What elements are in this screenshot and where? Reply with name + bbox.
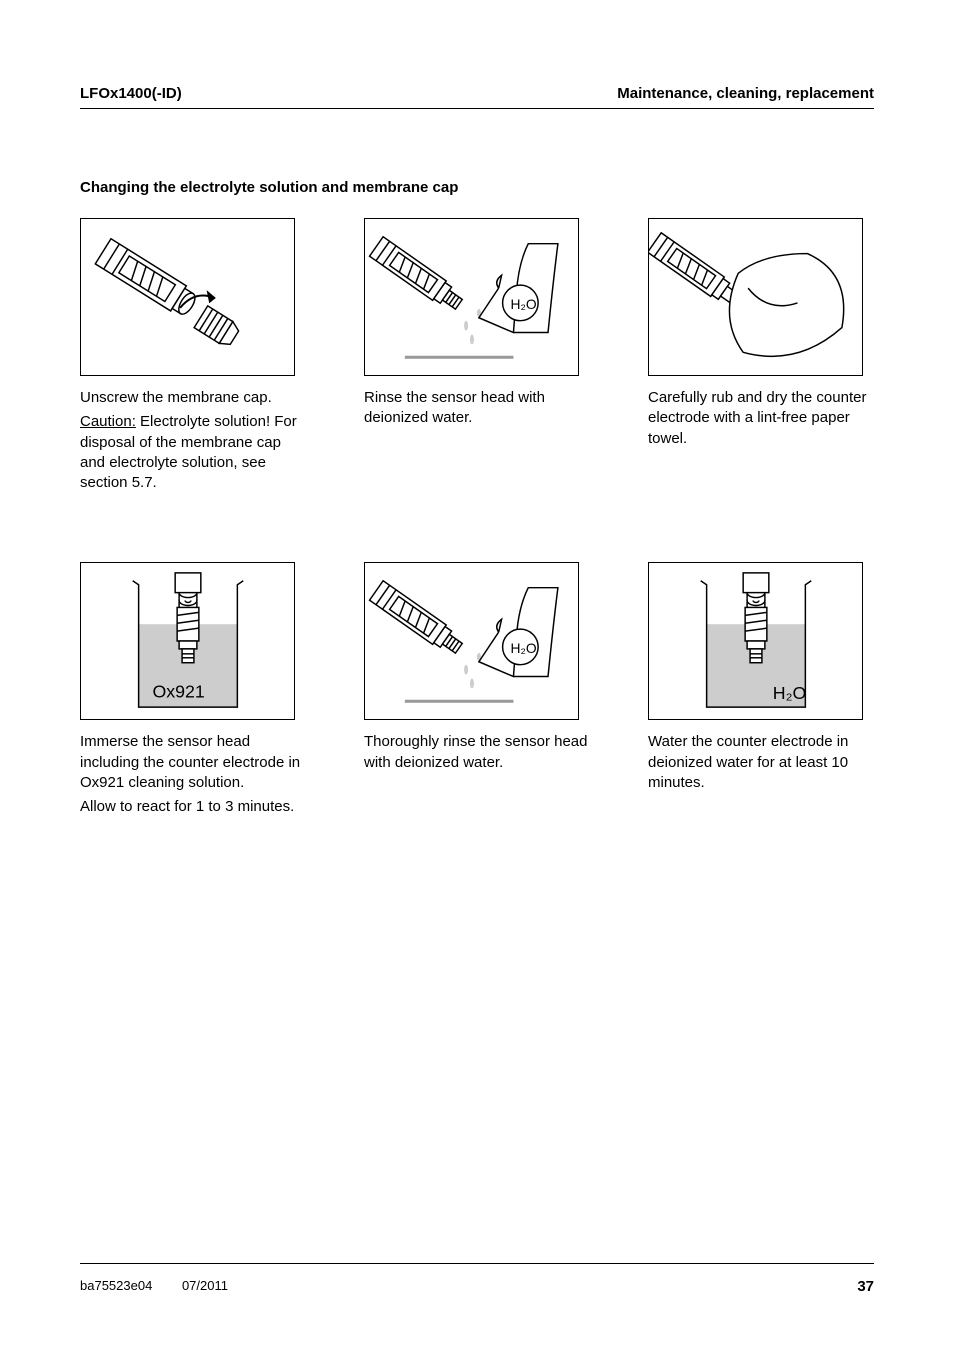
caption-4: Immerse the sensor head including the co… bbox=[80, 732, 306, 817]
step-6: H₂O Water the counter electrode in deion… bbox=[648, 562, 874, 821]
step-3: Carefully rub and dry the counter electr… bbox=[648, 218, 874, 497]
page-footer: ba75523e04 07/2011 37 bbox=[80, 1263, 874, 1295]
svg-text:H₂O: H₂O bbox=[511, 640, 537, 656]
caption-6: Water the counter electrode in deionized… bbox=[648, 732, 874, 793]
caption-1: Unscrew the membrane cap. Caution: Elect… bbox=[80, 388, 306, 493]
header-right: Maintenance, cleaning, replacement bbox=[617, 85, 874, 102]
step-5: H₂O Thoroughly rinse the sensor head wit… bbox=[364, 562, 590, 821]
doc-id: ba75523e04 bbox=[80, 1278, 152, 1293]
caution-label: Caution: bbox=[80, 413, 136, 430]
doc-date: 07/2011 bbox=[182, 1278, 228, 1293]
footer-left: ba75523e04 07/2011 bbox=[80, 1278, 254, 1295]
step-1: Unscrew the membrane cap. Caution: Elect… bbox=[80, 218, 306, 497]
caption-4-extra: Allow to react for 1 to 3 minutes. bbox=[80, 797, 306, 817]
svg-text:H₂O: H₂O bbox=[773, 684, 807, 704]
caption-2: Rinse the sensor head with deionized wat… bbox=[364, 388, 590, 429]
caption-5-main: Thoroughly rinse the sensor head with de… bbox=[364, 732, 590, 773]
figure-rinse-1: H₂O bbox=[364, 218, 579, 376]
figure-immerse-h2o: H₂O bbox=[648, 562, 863, 720]
steps-grid: Unscrew the membrane cap. Caution: Elect… bbox=[80, 218, 874, 821]
figure-rinse-2: H₂O bbox=[364, 562, 579, 720]
caption-3-main: Carefully rub and dry the counter electr… bbox=[648, 388, 874, 449]
caption-4-main: Immerse the sensor head including the co… bbox=[80, 732, 306, 793]
caption-2-main: Rinse the sensor head with deionized wat… bbox=[364, 388, 590, 429]
caption-6-main: Water the counter electrode in deionized… bbox=[648, 732, 874, 793]
svg-text:H₂O: H₂O bbox=[511, 296, 537, 312]
svg-text:Ox921: Ox921 bbox=[152, 682, 204, 702]
caption-3: Carefully rub and dry the counter electr… bbox=[648, 388, 874, 449]
page-number: 37 bbox=[857, 1278, 874, 1295]
figure-immerse-ox921: Ox921 bbox=[80, 562, 295, 720]
figure-unscrew bbox=[80, 218, 295, 376]
header-left: LFOx1400(-ID) bbox=[80, 85, 182, 102]
step-4: Ox921 Immerse the sensor head including … bbox=[80, 562, 306, 821]
section-title: Changing the electrolyte solution and me… bbox=[80, 179, 874, 196]
figure-dry bbox=[648, 218, 863, 376]
page-header: LFOx1400(-ID) Maintenance, cleaning, rep… bbox=[80, 85, 874, 109]
caption-1-caution: Caution: Electrolyte solution! For dispo… bbox=[80, 412, 306, 493]
caption-1-main: Unscrew the membrane cap. bbox=[80, 388, 306, 408]
step-2: H₂O Rinse the sensor head with deionized… bbox=[364, 218, 590, 497]
caption-5: Thoroughly rinse the sensor head with de… bbox=[364, 732, 590, 773]
